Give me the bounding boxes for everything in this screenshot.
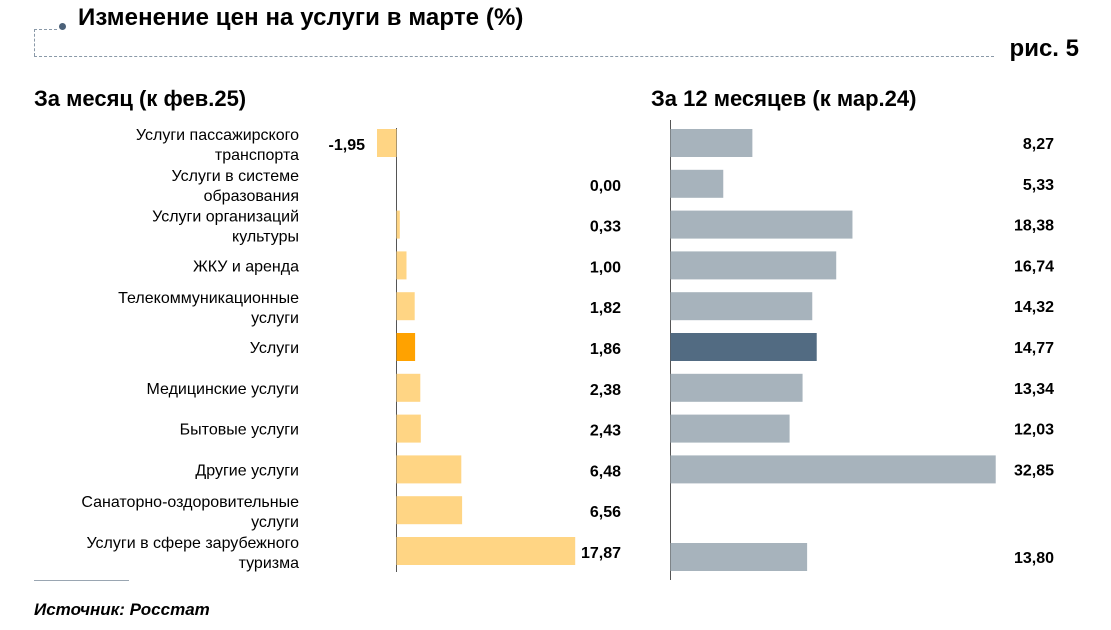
year-bar (670, 129, 753, 157)
year-bar (670, 292, 813, 321)
year-bar (670, 333, 817, 361)
month-bar (377, 129, 397, 157)
month-bar (396, 333, 416, 361)
month-value-label: 1,82 (590, 300, 621, 317)
month-bar (396, 210, 400, 239)
month-bar (396, 455, 462, 484)
month-value-label: 6,56 (590, 504, 621, 521)
year-bar (670, 251, 837, 280)
year-bar (670, 373, 803, 402)
month-value-label: 6,48 (590, 463, 621, 480)
month-value-label: -1,95 (329, 137, 366, 154)
year-bar (670, 543, 808, 571)
figure-label: рис. 5 (1009, 35, 1079, 62)
source-note: Источник: Росстат (34, 600, 210, 619)
month-bar (396, 373, 421, 402)
category-label: Услуги в сфере зарубежного туризма (86, 535, 299, 572)
category-label: Услуги организаций культуры (152, 209, 299, 246)
month-bar (396, 414, 421, 443)
month-value-label: 0,00 (590, 178, 621, 195)
category-label: Услуги (250, 340, 299, 357)
source-divider (34, 580, 129, 581)
category-label: ЖКУ и аренда (193, 258, 299, 275)
frame-divider (34, 56, 994, 57)
year-bar (670, 210, 853, 239)
year-value-label: 8,27 (1023, 136, 1054, 153)
year-value-label: 32,85 (1014, 462, 1054, 479)
year-bar (670, 169, 724, 198)
month-value-label: 2,38 (590, 382, 621, 399)
month-value-label: 17,87 (581, 545, 621, 562)
year-bar (670, 455, 996, 484)
category-label: Услуги пассажирского транспорта (136, 127, 299, 164)
frame-line (34, 29, 57, 30)
year-bar (670, 414, 790, 443)
year-value-label: 5,33 (1023, 177, 1054, 194)
category-label: Телекоммуникационные услуги (118, 290, 299, 327)
month-bar (396, 496, 463, 525)
month-bar (396, 292, 415, 321)
year-value-label: 14,32 (1014, 299, 1054, 316)
year-value-label: 16,74 (1014, 258, 1054, 275)
month-bar (396, 251, 407, 280)
month-value-label: 2,43 (590, 423, 621, 440)
left-panel-title: За месяц (к фев.25) (34, 86, 247, 111)
category-label: Другие услуги (195, 462, 299, 479)
month-bar (396, 537, 576, 565)
year-value-label: 14,77 (1014, 340, 1054, 357)
year-value-label: 13,34 (1014, 381, 1054, 398)
month-value-label: 1,00 (590, 259, 621, 276)
category-label: Услуги в системе образования (172, 168, 300, 205)
year-value-label: 18,38 (1014, 218, 1054, 235)
category-label: Медицинские услуги (147, 381, 299, 398)
month-value-label: 0,33 (590, 219, 621, 236)
right-panel-title: За 12 месяцев (к мар.24) (651, 86, 917, 111)
category-label: Бытовые услуги (180, 422, 299, 439)
frame-line (34, 29, 35, 56)
title-marker-dot (59, 23, 66, 30)
year-value-label: 13,80 (1014, 550, 1054, 567)
category-label: Санаторно-оздоровительные услуги (81, 494, 299, 531)
month-value-label: 1,86 (590, 341, 621, 358)
year-value-label: 12,03 (1014, 422, 1054, 439)
chart-title: Изменение цен на услуги в марте (%) (78, 4, 524, 31)
